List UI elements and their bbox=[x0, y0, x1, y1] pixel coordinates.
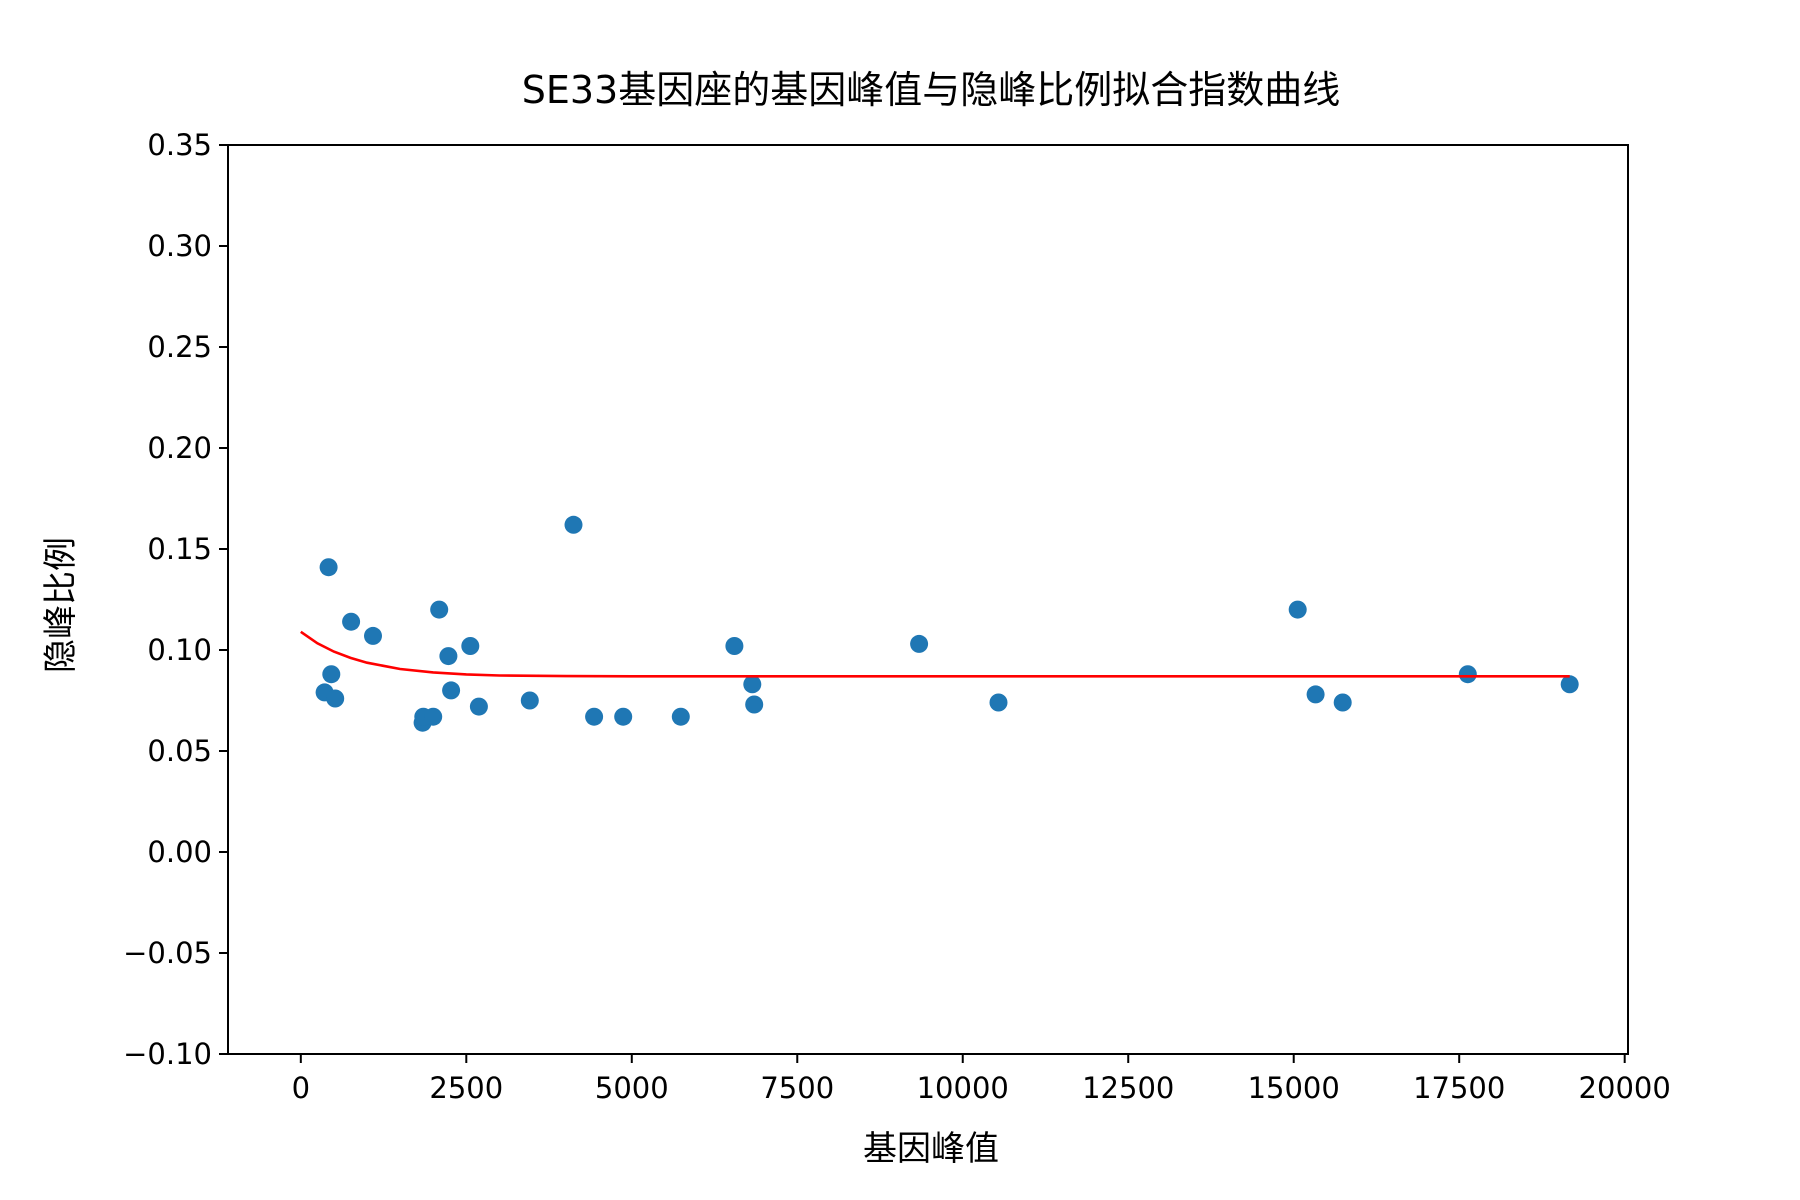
data-point-23 bbox=[910, 634, 929, 653]
fit-curve-line bbox=[300, 630, 1570, 678]
y-tick-label: −0.05 bbox=[123, 936, 212, 970]
data-point-26 bbox=[1306, 685, 1325, 704]
data-point-19 bbox=[671, 707, 690, 726]
data-point-10 bbox=[430, 600, 449, 619]
x-tick-label: 10000 bbox=[917, 1071, 1009, 1105]
data-point-13 bbox=[461, 637, 480, 655]
y-tick-label: 0.05 bbox=[147, 734, 212, 768]
data-point-4 bbox=[326, 689, 345, 708]
x-tick-label: 0 bbox=[292, 1071, 310, 1105]
data-point-6 bbox=[364, 626, 382, 645]
data-point-12 bbox=[442, 681, 461, 700]
x-tick-label: 15000 bbox=[1248, 1071, 1340, 1105]
data-point-22 bbox=[745, 695, 764, 714]
data-point-5 bbox=[342, 612, 361, 631]
y-axis-title: 隐峰比例 bbox=[41, 537, 81, 673]
x-tick-label: 17500 bbox=[1413, 1071, 1505, 1105]
plot-area: 0 2500 5000 7500 10000 12500 15000 17500 20000 −0… bbox=[123, 128, 1671, 1105]
y-tick-label: 0.20 bbox=[147, 431, 212, 465]
y-tick-label: 0.35 bbox=[147, 128, 212, 162]
chart-title: SE33基因座的基因峰值与隐峰比例拟合指数曲线 bbox=[522, 68, 1341, 112]
data-point-9 bbox=[424, 707, 443, 726]
x-tick-label: 2500 bbox=[429, 1071, 503, 1105]
y-tick-label: 0.10 bbox=[147, 633, 212, 667]
plot-frame bbox=[227, 144, 1629, 1055]
data-point-27 bbox=[1333, 693, 1352, 712]
x-tick-label: 20000 bbox=[1579, 1071, 1671, 1105]
data-point-18 bbox=[614, 707, 633, 726]
x-tick-label: 7500 bbox=[760, 1071, 834, 1105]
data-point-1 bbox=[319, 558, 338, 577]
x-tick-label: 12500 bbox=[1082, 1071, 1174, 1105]
y-tick-label: −0.10 bbox=[123, 1037, 212, 1071]
data-point-20 bbox=[725, 637, 744, 655]
data-point-25 bbox=[1288, 600, 1307, 619]
data-point-16 bbox=[564, 515, 583, 534]
data-point-14 bbox=[469, 697, 488, 716]
data-point-11 bbox=[439, 647, 458, 666]
y-tick-label: 0.15 bbox=[147, 532, 212, 566]
data-point-28 bbox=[1458, 665, 1477, 684]
data-point-3 bbox=[322, 665, 341, 684]
y-tick-label: 0.30 bbox=[147, 229, 212, 263]
data-point-17 bbox=[585, 707, 604, 726]
x-tick-label: 5000 bbox=[595, 1071, 669, 1105]
y-tick-label: 0.25 bbox=[147, 330, 212, 364]
data-point-15 bbox=[520, 691, 539, 710]
y-tick-label: 0.00 bbox=[147, 835, 212, 869]
data-point-24 bbox=[989, 693, 1008, 712]
x-axis-title: 基因峰值 bbox=[863, 1129, 999, 1169]
data-point-29 bbox=[1560, 675, 1579, 694]
data-point-21 bbox=[743, 675, 762, 694]
